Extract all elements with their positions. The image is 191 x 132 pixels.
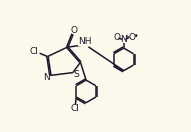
Text: +: + [125,34,130,39]
Text: O: O [128,33,135,42]
Text: N: N [44,73,50,82]
Text: NH: NH [78,37,92,46]
Text: N: N [120,35,127,44]
Text: O: O [113,33,120,43]
Text: •: • [134,32,138,41]
Text: S: S [73,70,79,79]
Text: Cl: Cl [30,47,39,56]
Text: Cl: Cl [71,104,80,113]
Text: O: O [71,26,78,35]
